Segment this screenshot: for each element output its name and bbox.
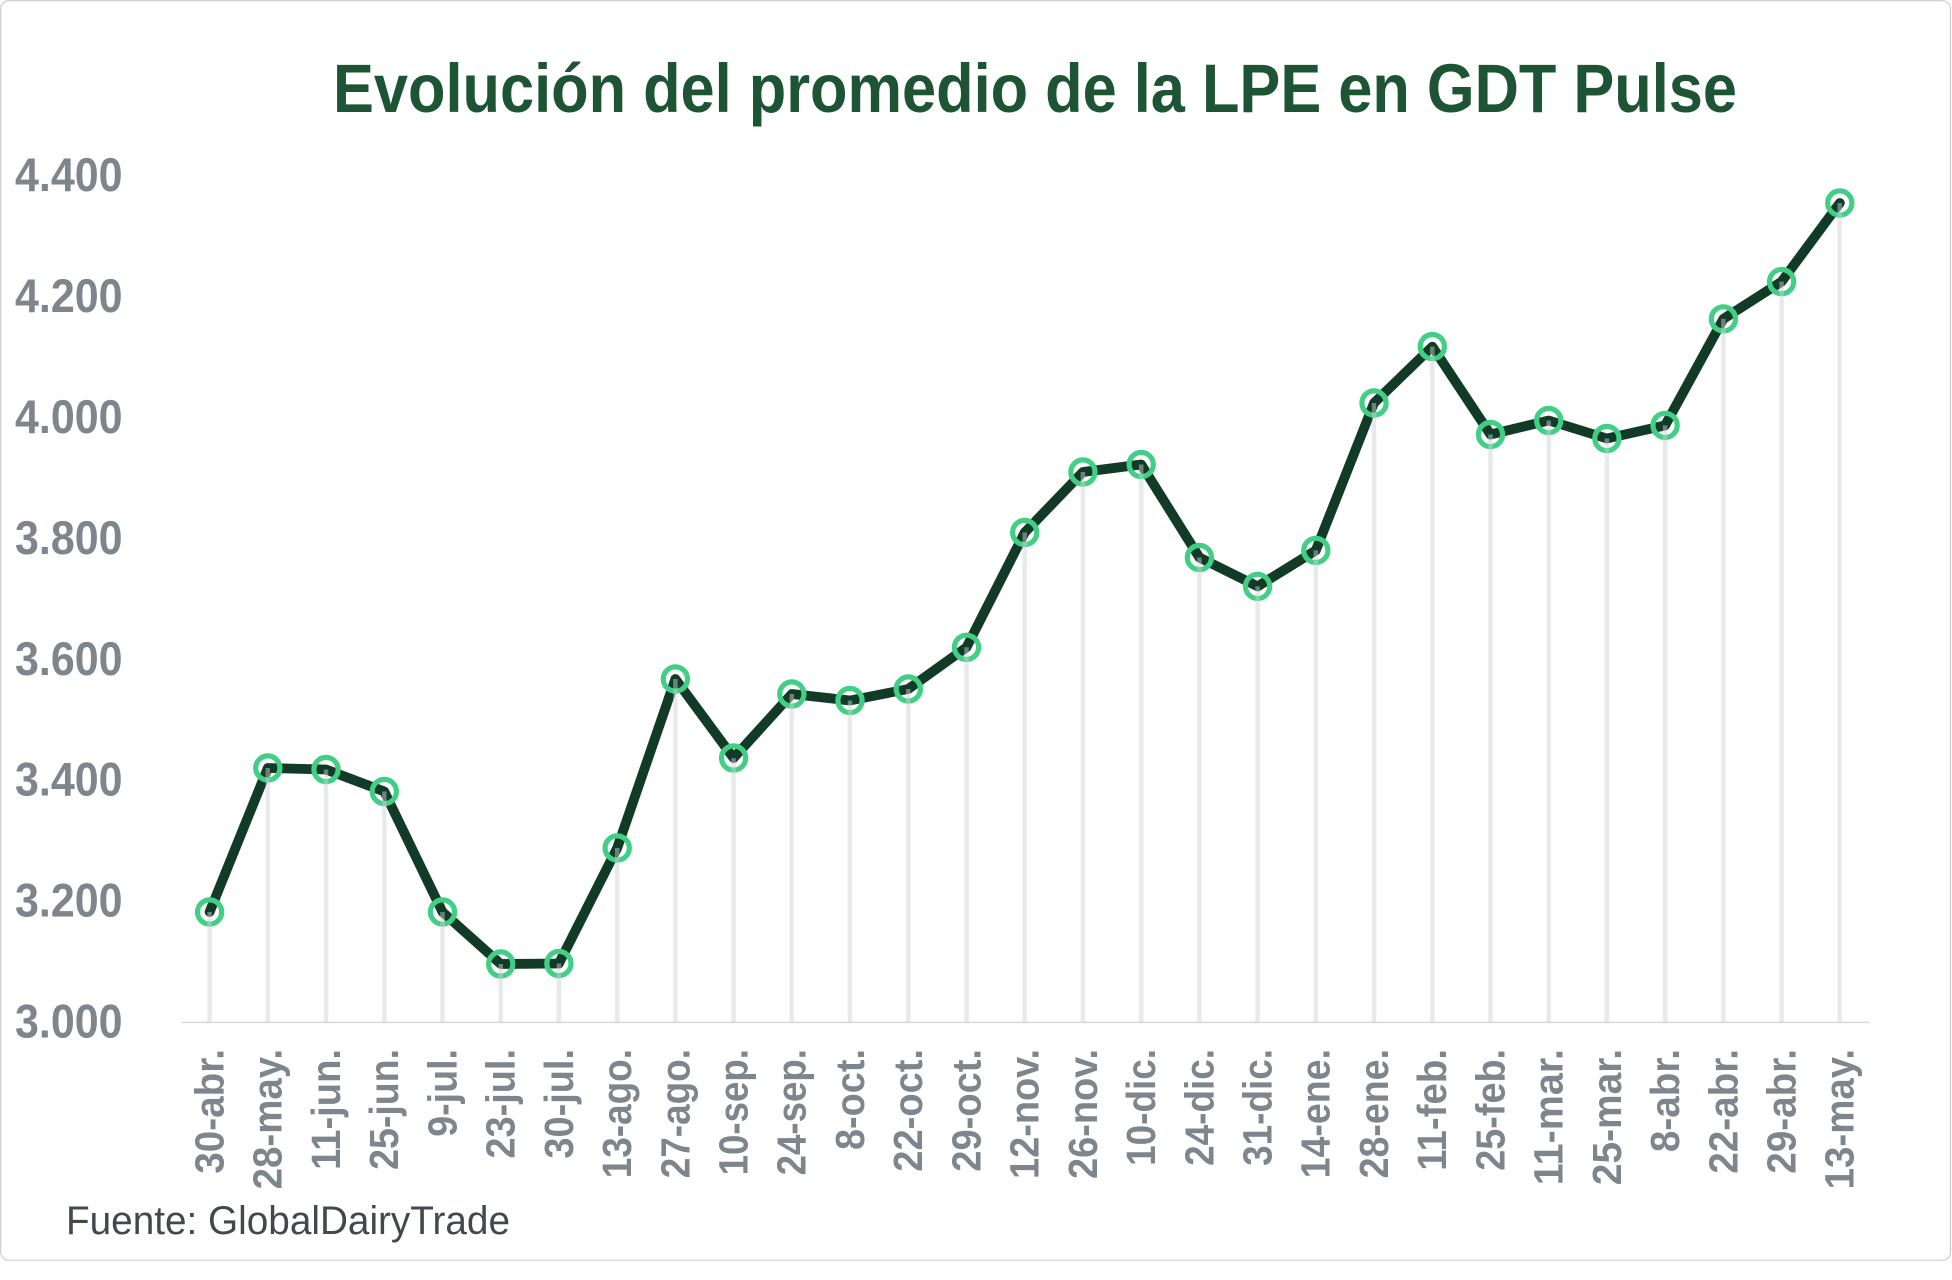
svg-text:13-may.: 13-may. [1817,1049,1863,1189]
svg-text:3.000: 3.000 [15,995,123,1048]
svg-text:30-jul.: 30-jul. [536,1049,582,1159]
svg-text:30-abr.: 30-abr. [187,1049,233,1174]
svg-text:26-nov.: 26-nov. [1060,1049,1106,1179]
svg-text:23-jul.: 23-jul. [478,1049,524,1159]
svg-text:12-nov.: 12-nov. [1002,1049,1048,1179]
svg-text:25-feb.: 25-feb. [1467,1049,1513,1171]
svg-text:3.400: 3.400 [15,753,123,806]
svg-text:29-abr.: 29-abr. [1759,1049,1805,1174]
svg-text:14-ene.: 14-ene. [1293,1049,1339,1178]
svg-text:4.200: 4.200 [15,269,123,322]
svg-text:9-jul.: 9-jul. [419,1049,465,1137]
svg-text:8-abr.: 8-abr. [1642,1049,1688,1152]
svg-text:8-oct.: 8-oct. [827,1049,873,1150]
svg-text:11-feb.: 11-feb. [1409,1049,1455,1171]
svg-text:22-abr.: 22-abr. [1700,1049,1746,1174]
svg-text:28-may.: 28-may. [245,1049,291,1189]
svg-text:3.600: 3.600 [15,632,123,685]
svg-text:13-ago.: 13-ago. [594,1049,640,1178]
svg-text:22-oct.: 22-oct. [885,1049,931,1172]
svg-text:Evolución del promedio de la L: Evolución del promedio de la LPE en GDT … [333,51,1737,127]
svg-text:25-jun.: 25-jun. [361,1049,407,1170]
svg-text:27-ago.: 27-ago. [652,1049,698,1178]
svg-text:11-mar.: 11-mar. [1526,1049,1572,1185]
svg-text:29-oct.: 29-oct. [943,1049,989,1172]
svg-text:3.200: 3.200 [15,874,123,927]
svg-text:11-jun.: 11-jun. [303,1049,349,1170]
svg-text:4.000: 4.000 [15,390,123,443]
svg-text:25-mar.: 25-mar. [1584,1049,1630,1185]
svg-text:4.400: 4.400 [15,148,123,201]
svg-text:10-sep.: 10-sep. [711,1049,757,1175]
svg-text:3.800: 3.800 [15,511,123,564]
svg-text:10-dic.: 10-dic. [1118,1049,1164,1166]
svg-text:31-dic.: 31-dic. [1235,1049,1281,1166]
svg-text:24-sep.: 24-sep. [769,1049,815,1175]
svg-text:28-ene.: 28-ene. [1351,1049,1397,1178]
svg-text:Fuente: GlobalDairyTrade: Fuente: GlobalDairyTrade [66,1199,510,1243]
svg-text:24-dic.: 24-dic. [1176,1049,1222,1166]
